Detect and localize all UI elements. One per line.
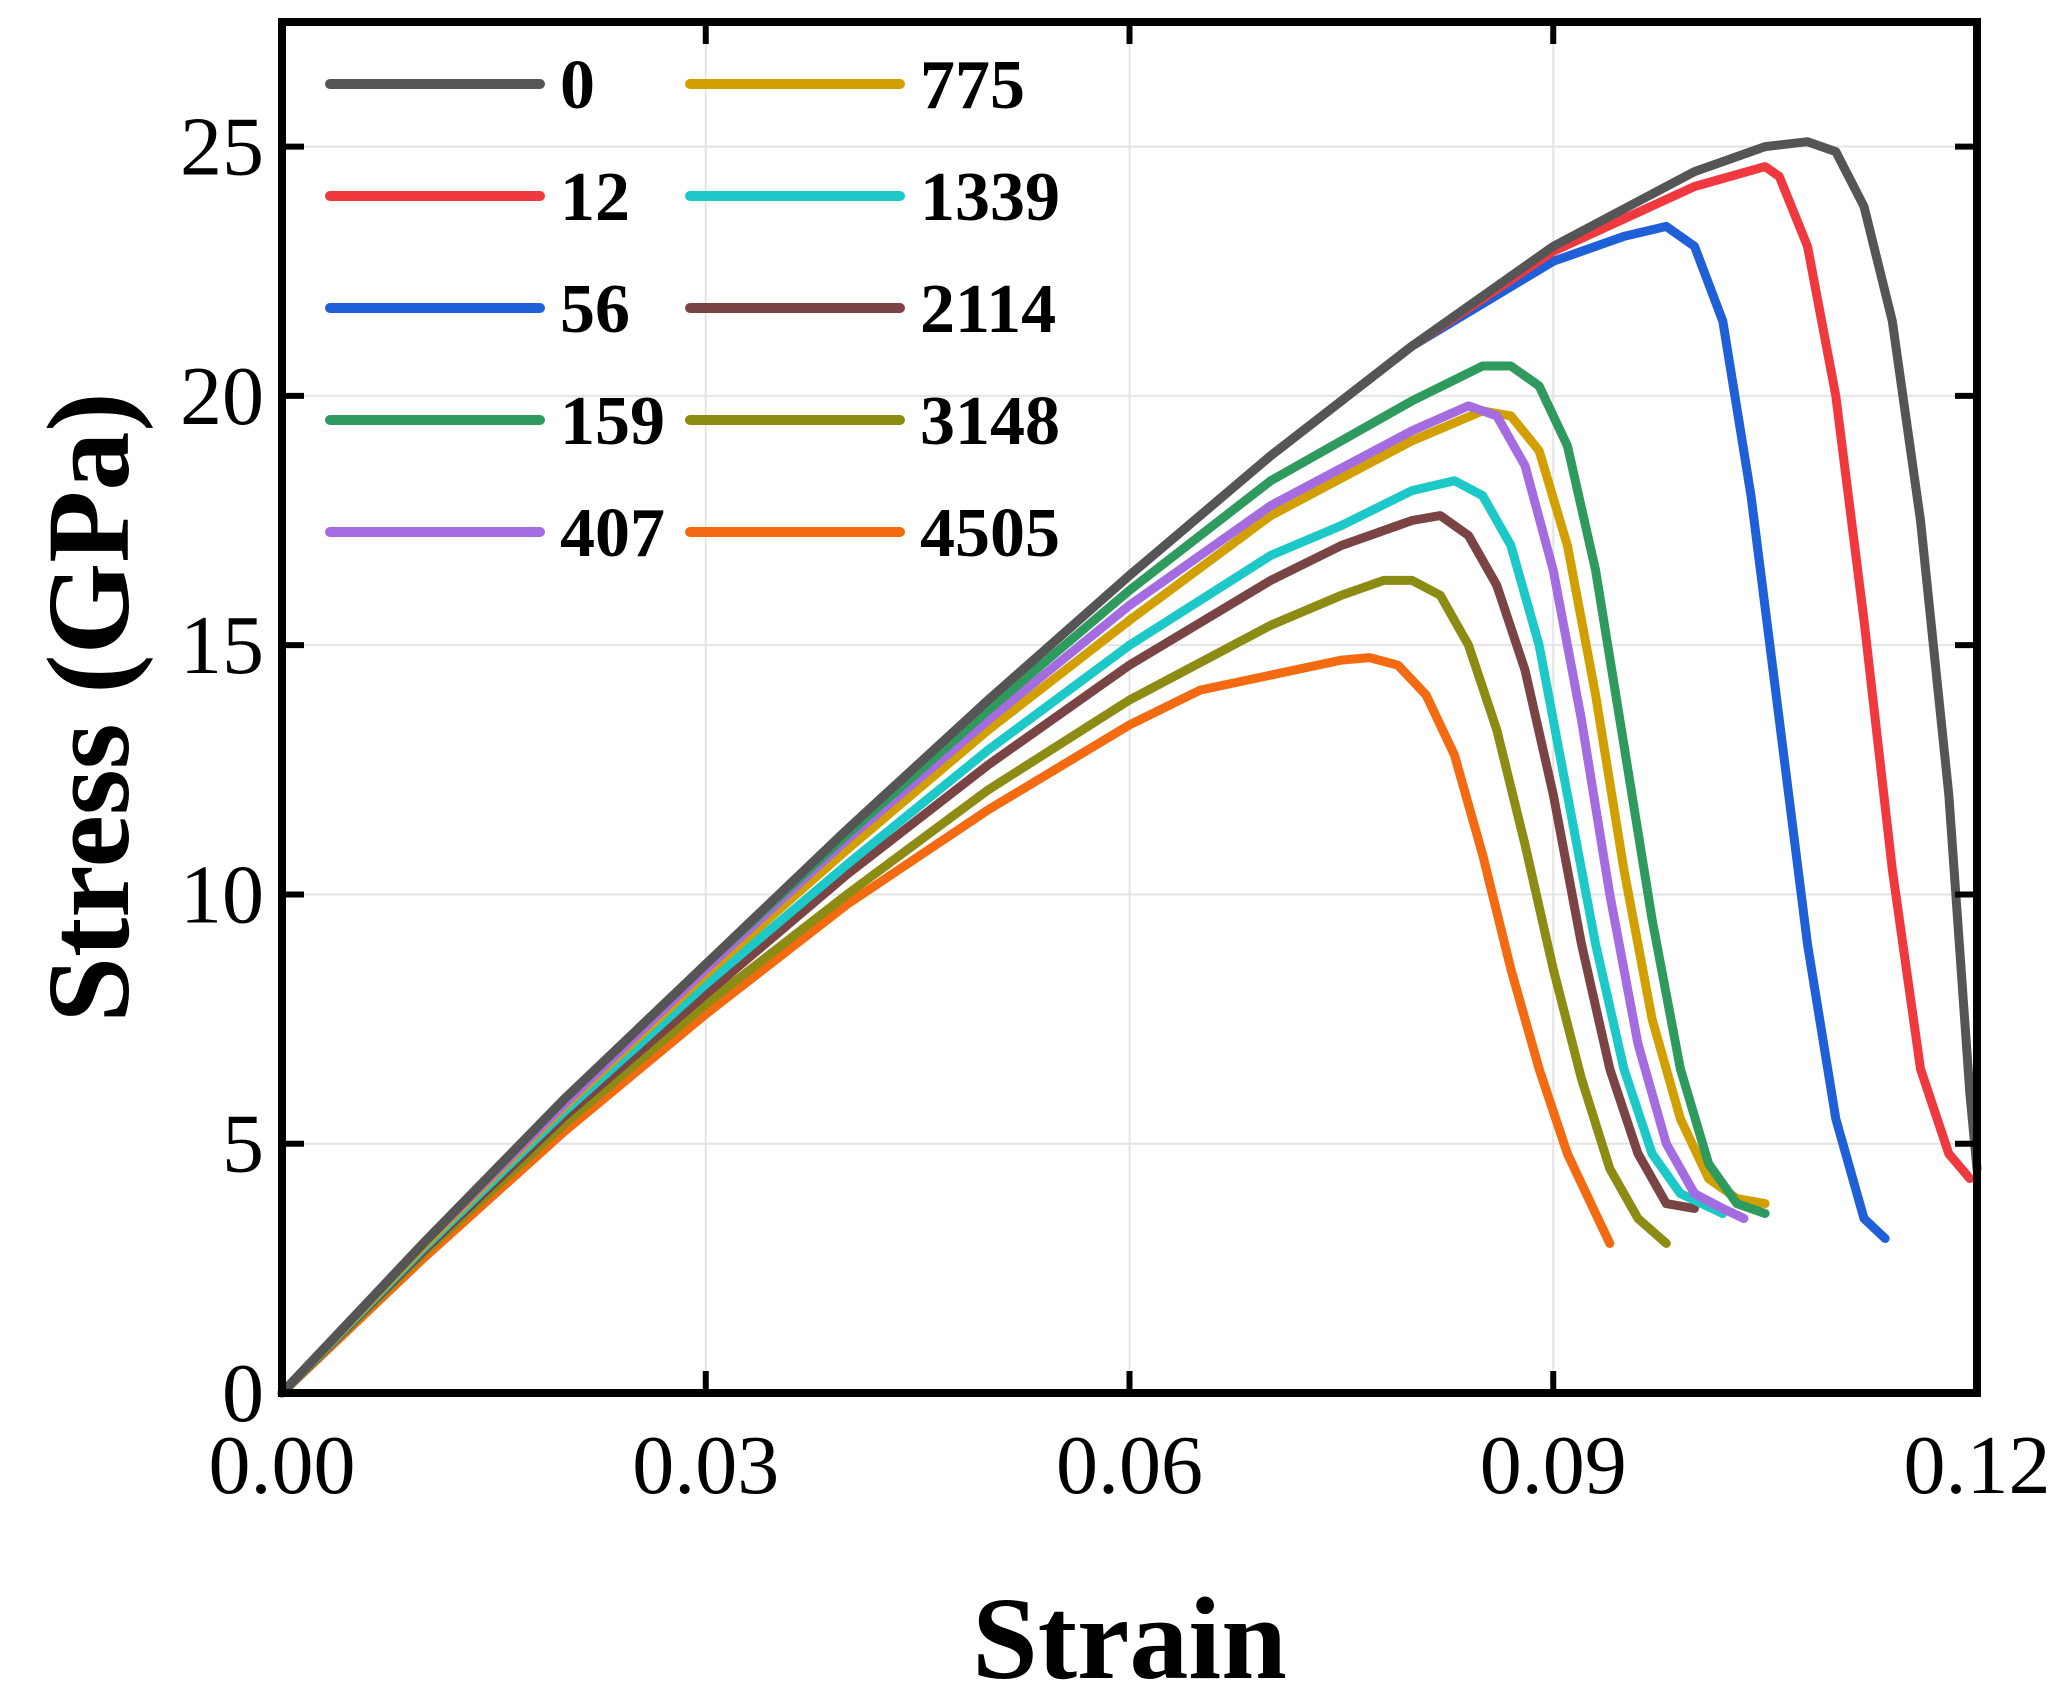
y-tick-label: 0 bbox=[222, 1347, 264, 1440]
series-line-0 bbox=[277, 137, 1982, 1398]
axis-ticks bbox=[279, 22, 1980, 1396]
legend: 0 12 56 159 407 775 1339 2114 3148 4505 bbox=[325, 47, 1060, 572]
legend-label-2114: 2114 bbox=[920, 271, 1056, 348]
legend-label-4505: 4505 bbox=[920, 495, 1060, 572]
x-tick-label: 0.12 bbox=[1904, 1419, 2051, 1512]
axis-tick-labels: 0.00 0.03 0.06 0.09 0.12 0 5 10 15 20 25 bbox=[180, 101, 2051, 1512]
x-tick-label: 0.09 bbox=[1480, 1419, 1627, 1512]
legend-label-0: 0 bbox=[560, 47, 595, 124]
series-line-1339 bbox=[277, 476, 1728, 1398]
series-line-3148 bbox=[277, 575, 1671, 1398]
legend-label-775: 775 bbox=[920, 47, 1025, 124]
y-tick-label: 5 bbox=[222, 1098, 264, 1191]
legend-label-159: 159 bbox=[560, 383, 665, 460]
legend-label-56: 56 bbox=[560, 271, 630, 348]
x-tick-label: 0.06 bbox=[1056, 1419, 1203, 1512]
legend-label-3148: 3148 bbox=[920, 383, 1060, 460]
x-axis-title: Strain bbox=[972, 1573, 1287, 1704]
series-layer bbox=[277, 137, 1982, 1398]
series-line-56 bbox=[277, 221, 1890, 1398]
legend-label-407: 407 bbox=[560, 495, 665, 572]
legend-label-12: 12 bbox=[560, 159, 630, 236]
y-tick-label: 10 bbox=[180, 848, 264, 941]
legend-label-1339: 1339 bbox=[920, 159, 1060, 236]
x-tick-label: 0.00 bbox=[209, 1419, 356, 1512]
x-tick-label: 0.03 bbox=[632, 1419, 779, 1512]
y-tick-label: 15 bbox=[180, 599, 264, 692]
series-line-4505 bbox=[277, 653, 1615, 1398]
series-line-2114 bbox=[277, 511, 1699, 1398]
y-axis-title: Stress (GPa) bbox=[23, 392, 154, 1022]
y-tick-label: 20 bbox=[180, 350, 264, 443]
y-tick-label: 25 bbox=[180, 101, 264, 194]
